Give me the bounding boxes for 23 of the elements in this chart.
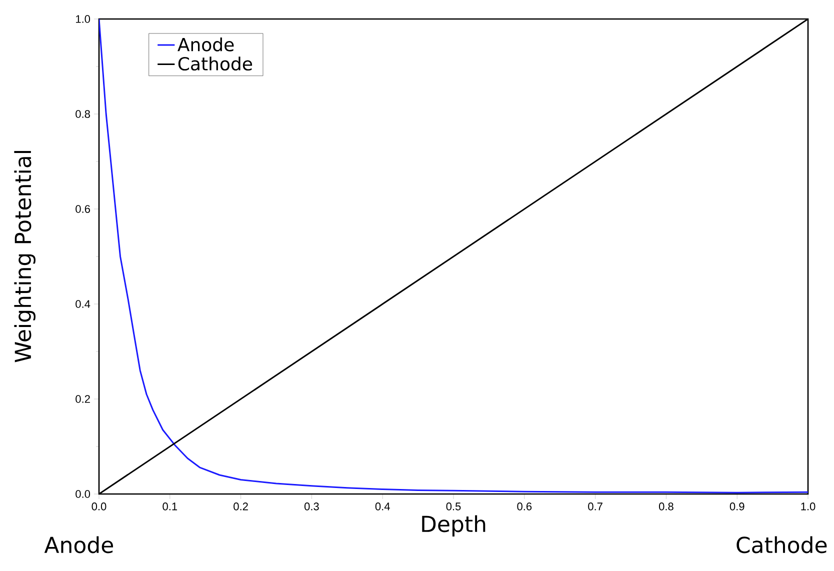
x-tick-label: 0.0 xyxy=(92,502,106,510)
x-tick-label: 0.5 xyxy=(446,502,461,510)
y-axis-title: Weighting Potential xyxy=(14,151,36,362)
text: Cathode xyxy=(736,536,827,554)
text: Anode xyxy=(44,536,114,554)
x-tick-label: 0.9 xyxy=(730,502,744,510)
x-tick-label: 0.6 xyxy=(517,502,532,510)
y-tick-label: 0.8 xyxy=(76,110,90,118)
x-tick-label: 0.1 xyxy=(162,502,178,510)
x-tick-label: 0.4 xyxy=(375,502,390,510)
x-tick-label: 1.0 xyxy=(801,502,816,510)
y-tick-label: 0.4 xyxy=(76,300,90,308)
y-tick-label: 1.0 xyxy=(76,15,90,23)
legend-label: Cathode xyxy=(178,56,252,71)
y-tick-label: 0.0 xyxy=(76,490,90,498)
x-tick-label: 0.3 xyxy=(304,502,319,510)
legend-label: Anode xyxy=(178,37,234,52)
x-axis-title: Depth xyxy=(422,515,486,536)
y-tick-label: 0.2 xyxy=(76,395,90,403)
x-tick-label: 0.2 xyxy=(234,502,248,510)
x-tick-label: 0.7 xyxy=(588,502,602,510)
x-tick-label: 0.8 xyxy=(658,502,674,510)
y-tick-label: 0.6 xyxy=(76,205,90,213)
